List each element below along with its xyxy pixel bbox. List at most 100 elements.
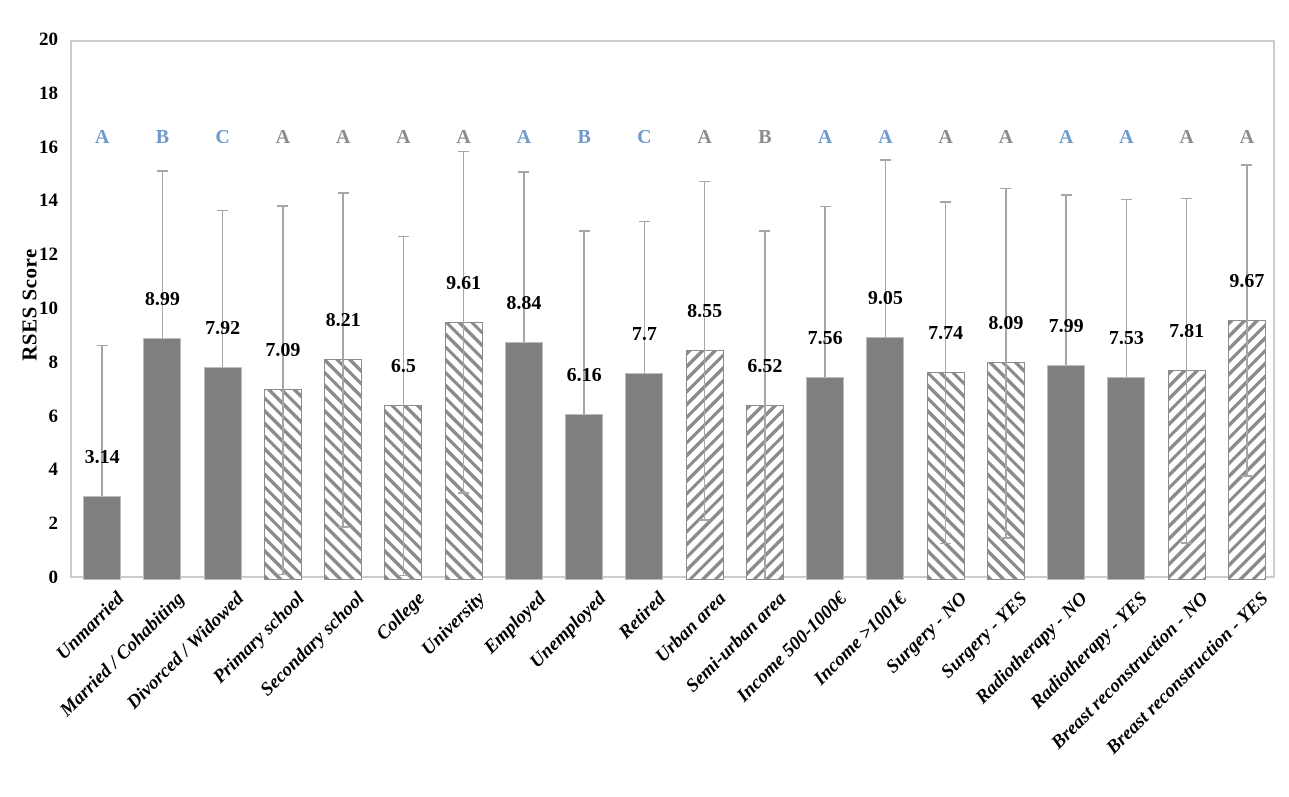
bar-slot: 6.5 A bbox=[373, 42, 433, 580]
significance-letter: C bbox=[637, 126, 652, 148]
significance-letter: C bbox=[215, 126, 230, 148]
y-axis-tick-label: 10 bbox=[39, 298, 58, 319]
significance-letter: A bbox=[275, 126, 291, 148]
error-bar-top-cap bbox=[879, 159, 891, 161]
y-axis-tick-label: 0 bbox=[48, 567, 59, 588]
error-bar bbox=[342, 192, 344, 526]
error-bar bbox=[643, 220, 646, 373]
error-bar-bottom-cap bbox=[277, 573, 289, 576]
significance-letter: A bbox=[1239, 126, 1255, 148]
error-bar bbox=[1005, 187, 1007, 538]
bar-slot: 7.53 A bbox=[1096, 42, 1156, 580]
bar bbox=[866, 336, 905, 580]
significance-letter: A bbox=[335, 126, 351, 148]
bar-slot: 9.61 A bbox=[434, 42, 494, 580]
bar bbox=[625, 372, 664, 580]
x-axis-label: University bbox=[417, 588, 490, 660]
bar-slot: 6.16 B bbox=[554, 42, 614, 580]
error-bar-bottom-cap bbox=[940, 542, 952, 545]
y-axis-tick-label: 16 bbox=[39, 136, 58, 158]
significance-letter: A bbox=[1119, 126, 1134, 148]
error-bar-top-cap bbox=[397, 235, 409, 238]
value-label: 7.99 bbox=[1048, 315, 1084, 338]
bar-slot: 9.67 A bbox=[1217, 42, 1277, 580]
bar-slot: 8.99 B bbox=[132, 42, 192, 580]
error-bar-top-cap bbox=[940, 200, 952, 203]
error-bar-top-cap bbox=[458, 150, 470, 153]
significance-letter: A bbox=[938, 126, 953, 148]
y-axis-tick-label: 20 bbox=[39, 29, 58, 50]
y-axis-tick-label: 4 bbox=[48, 459, 59, 481]
bar-slot: 7.99 A bbox=[1036, 42, 1096, 580]
bar-slot: 8.09 A bbox=[976, 42, 1036, 580]
significance-letter: A bbox=[516, 126, 532, 148]
value-label: 3.14 bbox=[84, 445, 120, 468]
error-bar-top-cap bbox=[1120, 198, 1132, 201]
error-bar bbox=[884, 159, 887, 337]
significance-letter: A bbox=[1179, 126, 1194, 148]
value-label: 7.92 bbox=[205, 316, 241, 339]
significance-letter: B bbox=[758, 126, 772, 148]
error-bar-top-cap bbox=[337, 192, 349, 194]
error-bar bbox=[1185, 197, 1188, 543]
significance-letter: A bbox=[396, 126, 411, 148]
bar-slot: 8.21 A bbox=[313, 42, 373, 580]
error-bar-bottom-cap bbox=[397, 574, 409, 577]
value-label: 9.67 bbox=[1229, 269, 1265, 292]
error-bar bbox=[1246, 164, 1248, 476]
error-bar bbox=[583, 230, 585, 415]
error-bar-top-cap bbox=[217, 209, 229, 212]
y-axis-tick-label: 18 bbox=[39, 82, 58, 104]
bar bbox=[143, 338, 182, 580]
value-label: 7.7 bbox=[631, 322, 657, 345]
value-label: 8.55 bbox=[687, 300, 723, 323]
bar-slot: 9.05 A bbox=[855, 42, 915, 580]
error-bar bbox=[282, 205, 284, 574]
error-bar bbox=[221, 209, 224, 367]
error-bar bbox=[101, 344, 103, 496]
value-label: 6.5 bbox=[390, 355, 416, 378]
x-axis-label: Income 500-1000€ bbox=[732, 588, 851, 707]
bar-slot: 8.55 A bbox=[675, 42, 735, 580]
bar-slot: 8.84 A bbox=[494, 42, 554, 580]
error-bar bbox=[161, 170, 164, 339]
error-bar bbox=[703, 180, 706, 520]
error-bar bbox=[824, 205, 826, 377]
bar-slot: 7.56 A bbox=[795, 42, 855, 580]
bar bbox=[1047, 365, 1086, 580]
error-bar-top-cap bbox=[1241, 164, 1253, 166]
error-bar-top-cap bbox=[819, 205, 831, 208]
bar bbox=[83, 495, 122, 580]
bar-slot: 3.14 A bbox=[72, 42, 132, 580]
significance-letter: A bbox=[94, 126, 110, 148]
bar-slot: 7.7 C bbox=[614, 42, 674, 580]
value-label: 9.61 bbox=[446, 271, 482, 294]
value-label: 9.05 bbox=[867, 286, 903, 309]
y-axis-tick-label: 12 bbox=[39, 244, 58, 266]
value-label: 7.56 bbox=[807, 326, 843, 349]
error-bar-top-cap bbox=[156, 170, 168, 172]
plot-area: 3.14 A 8.99 B 7.92 C 7.09 A 8.21 A 6.5 A 9.61 A 8.84 A 6… bbox=[70, 40, 1277, 580]
error-bar-top-cap bbox=[638, 220, 650, 223]
significance-letter: A bbox=[998, 126, 1014, 148]
error-bar-bottom-cap bbox=[1241, 475, 1253, 477]
significance-letter: B bbox=[155, 126, 170, 148]
error-bar bbox=[764, 230, 766, 579]
value-label: 8.84 bbox=[506, 292, 542, 315]
error-bar bbox=[1125, 198, 1128, 378]
bar-slot: 6.52 B bbox=[735, 42, 795, 580]
y-axis-tick-label: 14 bbox=[39, 190, 58, 212]
value-label: 7.74 bbox=[928, 321, 964, 344]
significance-letter: A bbox=[697, 126, 712, 148]
bar bbox=[203, 366, 242, 580]
bar bbox=[565, 414, 604, 580]
significance-letter: A bbox=[817, 126, 833, 148]
error-bar-bottom-cap bbox=[458, 492, 470, 494]
error-bar bbox=[462, 150, 465, 493]
error-bar bbox=[402, 235, 405, 575]
value-label: 8.99 bbox=[144, 288, 180, 311]
error-bar-bottom-cap bbox=[337, 525, 349, 528]
x-axis-label: Secondary school bbox=[256, 588, 369, 701]
error-bar bbox=[523, 171, 525, 343]
